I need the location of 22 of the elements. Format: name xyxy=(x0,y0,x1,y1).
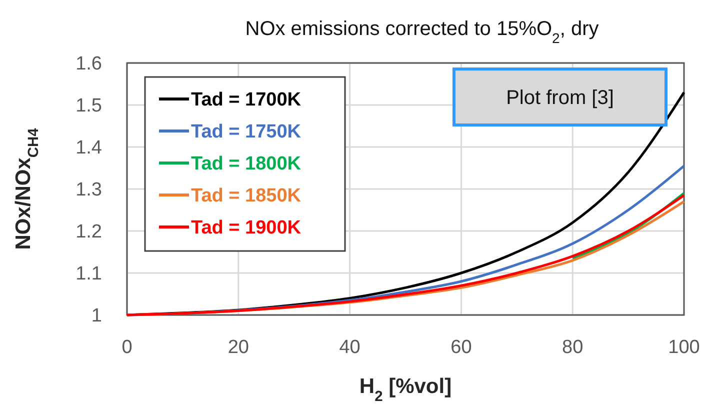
legend-label: Tad = 1700K xyxy=(191,90,302,111)
legend-label: Tad = 1800K xyxy=(191,154,302,175)
note-box: Plot from [3] xyxy=(452,68,668,126)
y-tick-label: 1.1 xyxy=(76,264,102,285)
x-tick-label: 0 xyxy=(122,337,132,358)
y-tick-label: 1.3 xyxy=(76,180,102,201)
annotation: Plot from [3] xyxy=(506,87,614,109)
chart-title: NOx emissions corrected to 15%O$_{2}$, dry xyxy=(245,18,599,46)
x-tick-label: 40 xyxy=(339,337,360,358)
y-tick-label: 1.4 xyxy=(76,138,102,159)
legend-label: Tad = 1900K xyxy=(191,218,302,239)
x-tick-label: 100 xyxy=(668,337,700,358)
x-tick-label: 80 xyxy=(562,337,584,358)
y-tick-label: 1.6 xyxy=(76,54,102,75)
y-tick-label: 1.5 xyxy=(76,96,102,117)
y-tick-label: 1.2 xyxy=(76,222,102,243)
legend-label: Tad = 1750K xyxy=(191,122,302,143)
y-tick-label: 1 xyxy=(91,306,102,327)
x-tick-label: 60 xyxy=(450,337,472,358)
x-axis-title: H$_{2}$ [%vol] xyxy=(359,375,452,405)
x-tick-label: 20 xyxy=(228,337,249,358)
legend-label: Tad = 1850K xyxy=(191,186,302,207)
